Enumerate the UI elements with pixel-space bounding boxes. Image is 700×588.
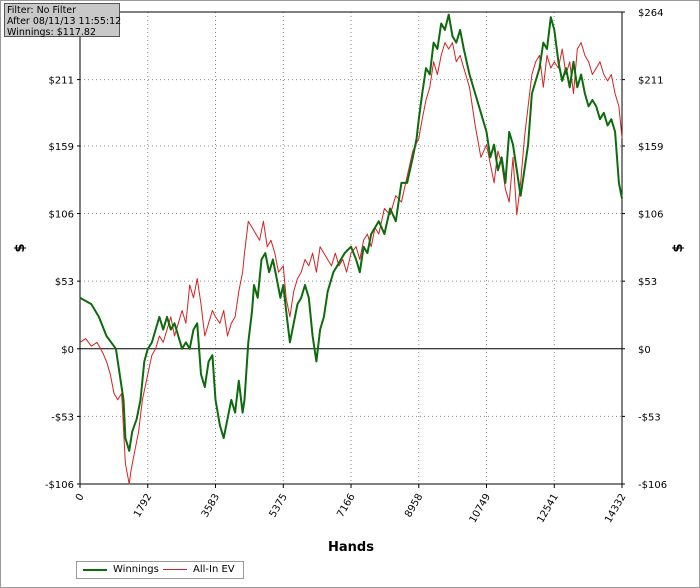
legend-label-winnings: Winnings (113, 564, 159, 575)
x-tick-label: 1792 (132, 492, 154, 520)
x-tick-label: 7166 (335, 492, 357, 520)
y-tick-label-left: $53 (55, 277, 74, 288)
x-tick-label: 5375 (268, 492, 290, 520)
after-date-text: After 08/11/13 11:55:12 (7, 16, 122, 27)
y-tick-label-right: -$53 (638, 412, 661, 423)
y-tick-label-right: $264 (638, 8, 663, 19)
filter-text: Filter: No Filter (7, 5, 77, 16)
y-tick-label-right: -$106 (638, 480, 667, 491)
y-tick-label-left: -$106 (45, 480, 74, 491)
series-line-winnings (79, 13, 623, 452)
y-tick-label-right: $53 (638, 277, 657, 288)
y-tick-label-left: -$53 (51, 412, 74, 423)
x-tick-label: 10749 (468, 492, 493, 525)
series-line-allin-ev (79, 42, 623, 485)
y-tick-label-right: $159 (638, 142, 663, 153)
y-tick-label-left: $0 (61, 345, 74, 356)
legend-swatch-allin-ev (163, 569, 187, 570)
x-tick-label: 3583 (200, 492, 222, 520)
legend-swatch-winnings (83, 568, 107, 571)
series-layer (79, 13, 623, 485)
y-tick-label-right: $0 (638, 345, 651, 356)
legend-item-allin-ev: All-In EV (163, 564, 235, 575)
x-axis-title: Hands (328, 540, 374, 555)
y-tick-label-right: $106 (638, 210, 663, 221)
y-tick-label-left: $159 (49, 142, 74, 153)
x-tick-label: 8958 (403, 492, 425, 520)
y-axis-title-right: $ (671, 243, 686, 252)
y-tick-label-right: $211 (638, 76, 663, 87)
legend-item-winnings: Winnings (83, 564, 159, 575)
y-tick-label-left: $211 (49, 76, 74, 87)
y-axis-title-left: $ (13, 243, 28, 252)
x-tick-label: 12541 (535, 492, 560, 525)
legend: Winnings All-In EV (76, 561, 244, 579)
legend-label-allin-ev: All-In EV (193, 564, 235, 575)
info-box: Filter: No Filter After 08/11/13 11:55:1… (4, 3, 122, 38)
x-tick-label: 14332 (603, 492, 628, 525)
x-tick-label: 0 (74, 492, 87, 503)
winnings-text: Winnings: $117.82 (7, 27, 97, 38)
y-tick-label-left: $106 (49, 210, 74, 221)
